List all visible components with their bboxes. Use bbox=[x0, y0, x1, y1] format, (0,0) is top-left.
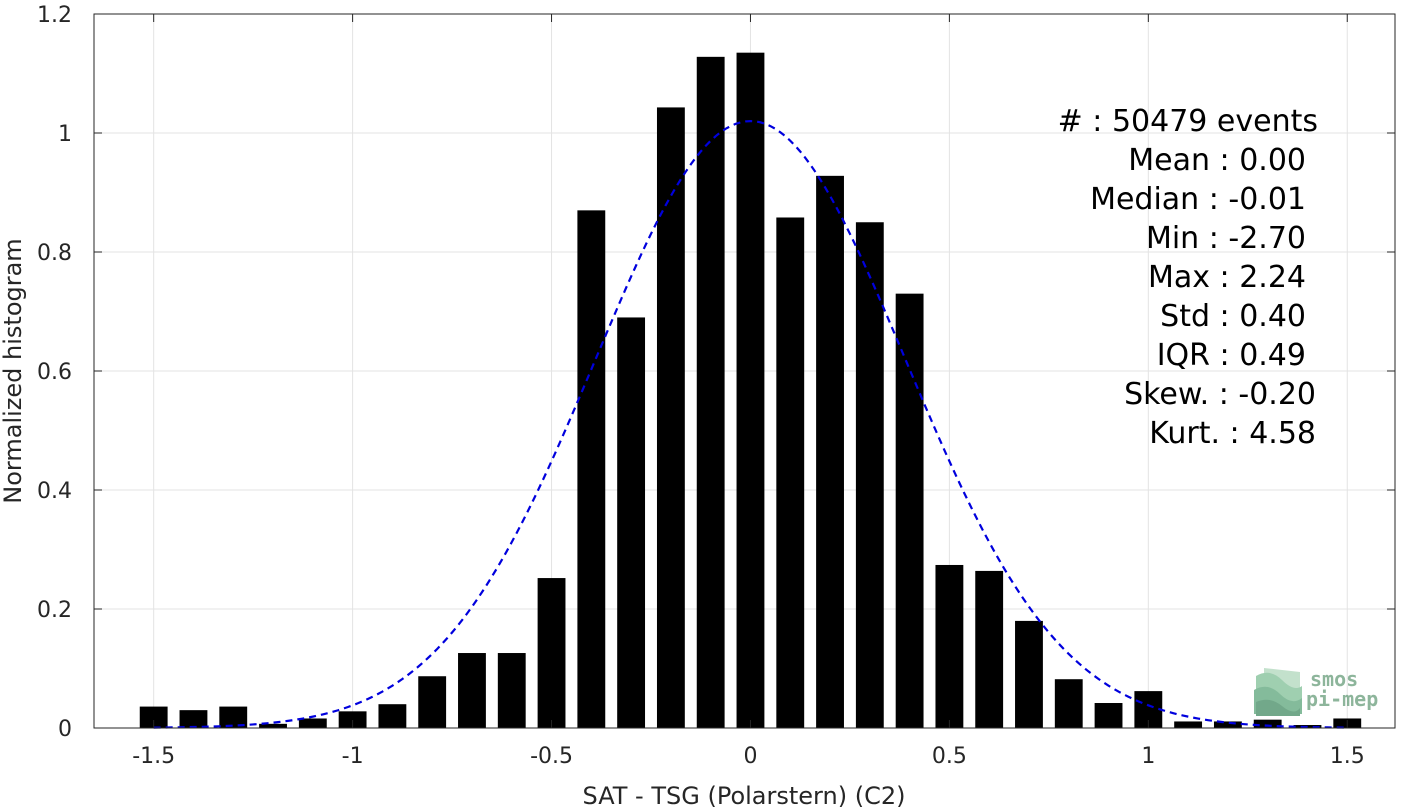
y-tick-label: 0 bbox=[58, 717, 72, 742]
wave-logo-icon bbox=[1254, 668, 1302, 716]
stat-skewness: Skew. : -0.20 bbox=[1124, 377, 1316, 412]
histogram-bar bbox=[298, 718, 327, 728]
histogram-bar bbox=[537, 578, 566, 728]
stat-median: Median : -0.01 bbox=[1090, 182, 1306, 217]
y-tick-labels: 0 0.2 0.4 0.6 0.8 1 1.2 bbox=[37, 3, 72, 742]
histogram-bar bbox=[1213, 721, 1242, 728]
stat-kurtosis: Kurt. : 4.58 bbox=[1149, 416, 1316, 451]
histogram-bar bbox=[776, 217, 805, 729]
histogram-bar bbox=[816, 175, 844, 729]
histogram-bar bbox=[378, 704, 407, 728]
smos-pi-mep-logo: smos pi-mep bbox=[1254, 667, 1378, 716]
axis-ticks bbox=[94, 13, 1395, 729]
x-tick-labels: -1.5 -1 -0.5 0 0.5 1 1.5 bbox=[132, 744, 1365, 769]
histogram-bar bbox=[696, 56, 725, 728]
x-tick-label: -0.5 bbox=[530, 744, 573, 769]
y-tick-label: 0.8 bbox=[37, 241, 72, 266]
histogram-bar bbox=[1054, 679, 1083, 728]
histogram-bar bbox=[975, 570, 1004, 728]
histogram-bar bbox=[418, 676, 447, 728]
histogram-bar bbox=[219, 706, 248, 728]
x-tick-label: -1 bbox=[342, 744, 364, 769]
histogram-bar bbox=[1253, 719, 1282, 728]
x-tick-label: 0 bbox=[743, 744, 757, 769]
gaussian-fit-curve bbox=[153, 119, 1348, 729]
x-tick-label: 0.5 bbox=[932, 744, 967, 769]
logo-line-smos: smos bbox=[1310, 667, 1358, 691]
histogram-bar bbox=[259, 723, 287, 728]
histogram-bar bbox=[1094, 703, 1123, 728]
stat-max: Max : 2.24 bbox=[1148, 260, 1306, 295]
x-tick-label: 1 bbox=[1141, 744, 1155, 769]
histogram-bar bbox=[458, 653, 486, 728]
x-tick-label: 1.5 bbox=[1330, 744, 1365, 769]
stat-std: Std : 0.40 bbox=[1160, 299, 1306, 334]
stat-min: Min : -2.70 bbox=[1146, 221, 1306, 256]
stats-box: # : 50479 events Mean : 0.00 Median : -0… bbox=[1058, 104, 1318, 451]
histogram-bar bbox=[179, 710, 208, 728]
histogram-bar bbox=[895, 293, 924, 728]
stat-events: # : 50479 events bbox=[1058, 104, 1318, 139]
histogram-bar bbox=[935, 564, 964, 728]
histogram-bar bbox=[338, 711, 367, 728]
histogram-bar bbox=[577, 210, 606, 729]
histogram-bar bbox=[656, 107, 685, 729]
histogram-bar bbox=[139, 706, 168, 728]
x-tick-label: -1.5 bbox=[132, 744, 175, 769]
y-tick-label: 0.6 bbox=[37, 360, 72, 385]
y-tick-label: 0.4 bbox=[37, 479, 72, 504]
y-axis-label: Normalized histogram bbox=[0, 238, 27, 503]
stat-iqr: IQR : 0.49 bbox=[1157, 338, 1306, 373]
histogram-bar bbox=[736, 52, 765, 729]
logo-line-pi-mep: pi-mep bbox=[1306, 687, 1378, 711]
y-tick-label: 0.2 bbox=[37, 598, 72, 623]
histogram-bar bbox=[1174, 721, 1203, 728]
histogram-bars bbox=[139, 52, 1362, 729]
stat-mean: Mean : 0.00 bbox=[1128, 143, 1306, 178]
histogram-bar bbox=[855, 222, 884, 728]
y-tick-label: 1 bbox=[58, 122, 72, 147]
y-tick-label: 1.2 bbox=[37, 3, 72, 28]
x-axis-label: SAT - TSG (Polarstern) (C2) bbox=[583, 782, 906, 809]
histogram-bar bbox=[497, 653, 526, 728]
histogram-bar bbox=[1015, 620, 1043, 728]
histogram-bar bbox=[617, 317, 646, 728]
